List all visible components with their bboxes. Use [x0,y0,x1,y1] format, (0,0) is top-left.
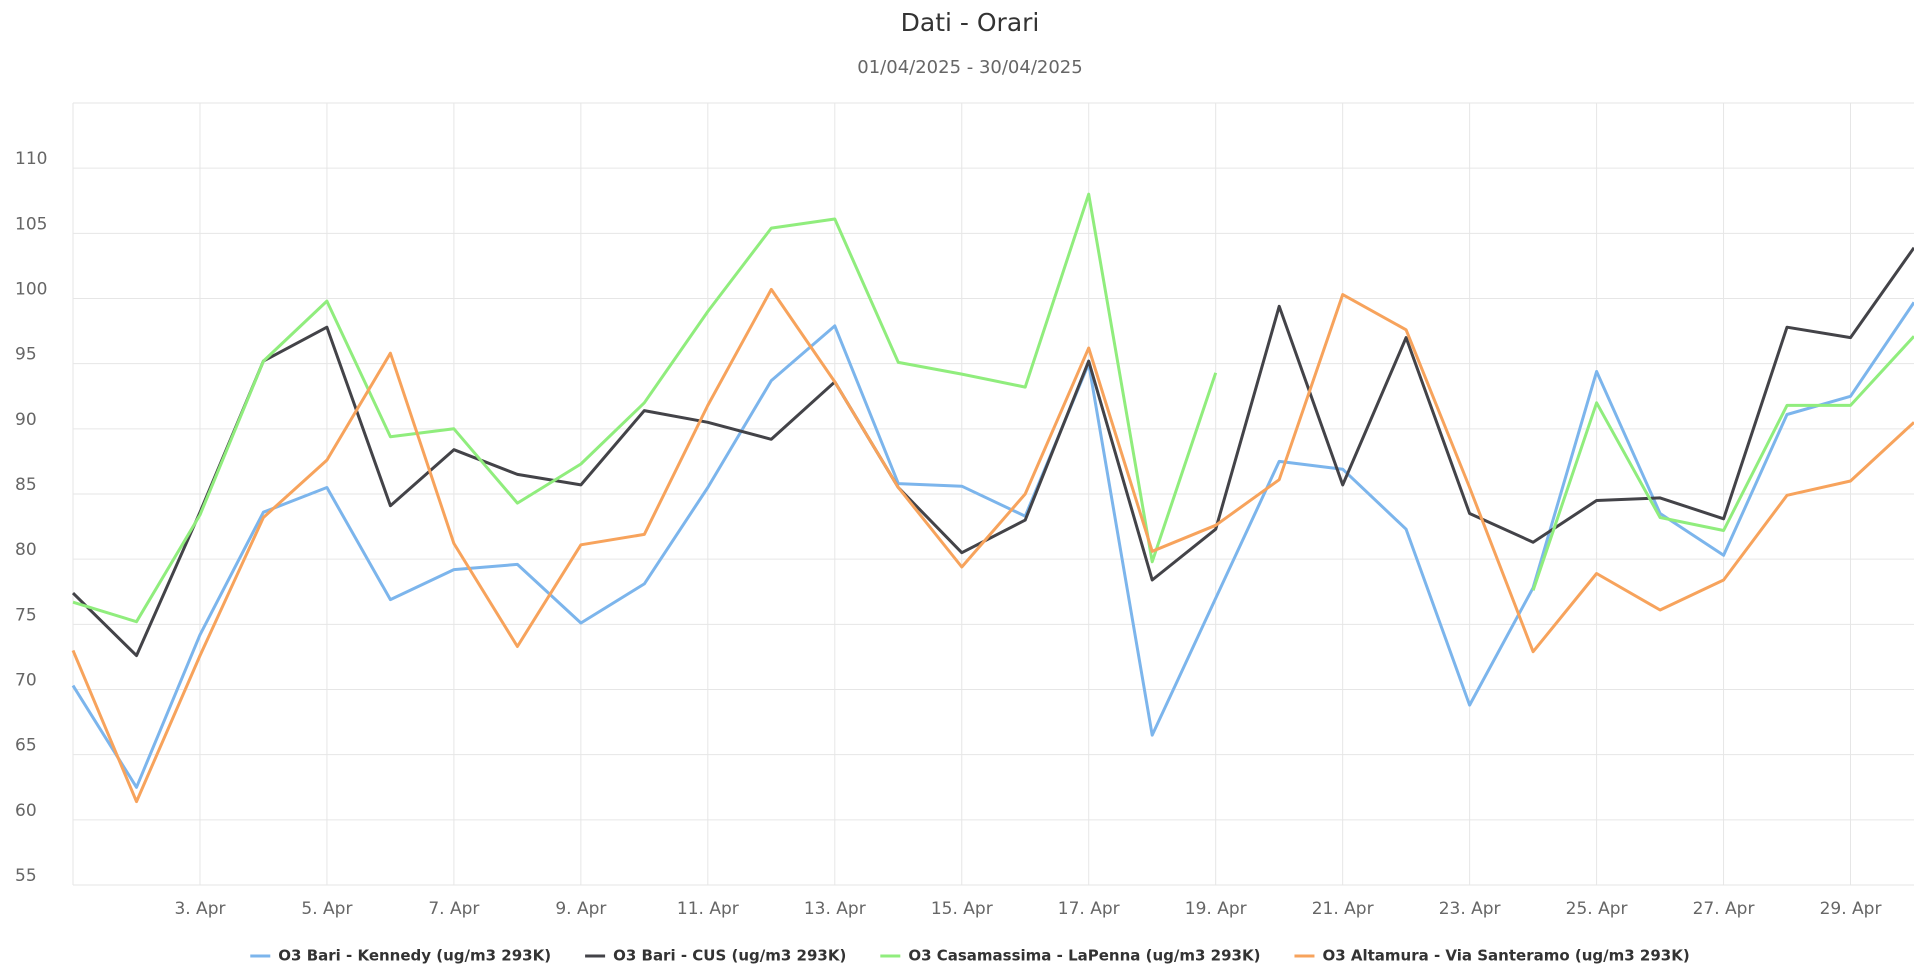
y-tick-label: 75 [15,605,37,625]
y-tick-label: 65 [15,736,37,756]
y-tick-label: 90 [15,410,37,430]
x-tick-label: 27. Apr [1693,899,1755,919]
y-tick-label: 85 [15,475,37,495]
x-tick-label: 9. Apr [555,899,606,919]
legend-label: O3 Bari - CUS (ug/m3 293K) [613,947,846,965]
chart-subtitle: 01/04/2025 - 30/04/2025 [857,57,1082,78]
legend-label: O3 Altamura - Via Santeramo (ug/m3 293K) [1322,947,1689,965]
x-tick-label: 25. Apr [1566,899,1628,919]
y-tick-label: 80 [15,540,37,560]
series-line [71,246,1914,658]
x-tick-label: 7. Apr [428,899,479,919]
series-line [72,192,1914,624]
y-tick-label: 60 [15,801,37,821]
x-tick-label: 19. Apr [1185,899,1247,919]
x-tick-label: 29. Apr [1820,899,1882,919]
y-tick-label: 110 [15,149,47,169]
y-tick-label: 95 [15,345,37,365]
x-tick-label: 13. Apr [804,899,866,919]
legend-label: O3 Bari - Kennedy (ug/m3 293K) [278,947,551,965]
y-tick-label: 70 [15,671,37,691]
x-tick-label: 21. Apr [1312,899,1374,919]
x-tick-label: 17. Apr [1058,899,1120,919]
legend-label: O3 Casamassima - LaPenna (ug/m3 293K) [908,947,1260,965]
x-tick-label: 23. Apr [1439,899,1501,919]
y-tick-label: 100 [15,280,47,300]
chart-title: Dati - Orari [901,8,1040,37]
x-tick-label: 5. Apr [301,899,352,919]
series-line [71,301,1914,789]
y-tick-label: 105 [15,214,47,234]
x-tick-label: 11. Apr [677,899,739,919]
x-tick-label: 3. Apr [174,899,225,919]
y-tick-label: 55 [15,866,37,886]
series-line [71,287,1914,804]
x-tick-label: 15. Apr [931,899,993,919]
